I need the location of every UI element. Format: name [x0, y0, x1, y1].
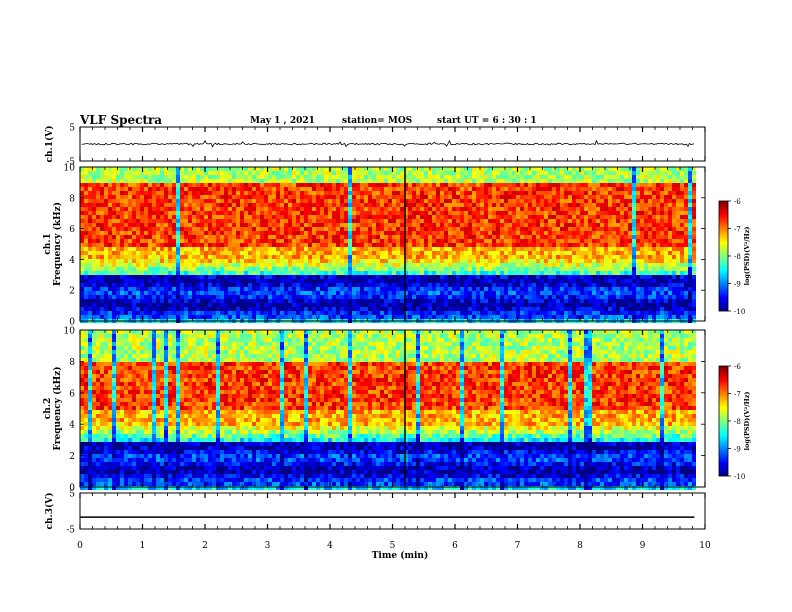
colorbar-label: log(PSD)(V²/Hz)	[743, 392, 751, 451]
colorbar-tick-label: -9	[734, 446, 741, 454]
colorbar-tick-label: -9	[734, 281, 741, 289]
xtick-label: 1	[140, 541, 146, 551]
station-label: station= MOS	[342, 116, 413, 126]
ytick-label: 8	[69, 358, 75, 368]
figure-title: VLF Spectra	[80, 113, 163, 127]
colorbar-tick-label: -8	[734, 418, 741, 426]
xtick-label: 0	[77, 541, 83, 551]
ytick-label: 4	[69, 421, 75, 431]
ch2-spectrogram-ylabel: ch.2	[43, 398, 53, 419]
colorbar-ch2: -6 -7 -8 -9 -10 log(PSD)(V²/Hz)	[718, 363, 751, 481]
ytick-label: 0	[69, 484, 75, 494]
xtick-label: 3	[265, 541, 271, 551]
date-label: May 1 , 2021	[250, 116, 315, 126]
ch1-waveform-ylabel: ch.1(V)	[44, 126, 55, 163]
xtick-label: 5	[390, 541, 396, 551]
ch1-spectrogram-ylabel-2: Frequency (kHz)	[52, 202, 63, 286]
xtick-label: 7	[515, 541, 521, 551]
ytick-label: 10	[64, 164, 76, 174]
colorbar-label: log(PSD)(V²/Hz)	[743, 227, 751, 286]
ytick-label: 6	[69, 389, 75, 399]
xtick-label: 6	[452, 541, 458, 551]
xtick-label: 8	[577, 541, 583, 551]
colorbar-tick-label: -10	[734, 308, 745, 316]
colorbar-tick-label: -8	[734, 253, 741, 261]
ytick-label: -5	[66, 526, 75, 536]
ytick-label: 6	[69, 225, 75, 235]
ch3-waveform-frame	[79, 492, 706, 530]
ch1-spectrogram-image	[80, 167, 696, 323]
ytick-label: 4	[69, 256, 75, 266]
ytick-label: 8	[69, 194, 75, 204]
ch2-spectrogram-ylabel-2: Frequency (kHz)	[52, 366, 63, 450]
xtick-label: 9	[640, 541, 646, 551]
colorbar-tick-label: -6	[734, 363, 741, 371]
ytick-label: 2	[69, 452, 75, 462]
ch2-spectrogram-image	[80, 330, 696, 490]
xtick-label: 2	[202, 541, 208, 551]
xtick-label: 4	[327, 541, 333, 551]
ytick-label: 5	[69, 490, 75, 500]
ytick-label: -5	[66, 158, 75, 168]
colorbar-tick-label: -10	[734, 473, 745, 481]
colorbar-tick-label: -7	[734, 226, 741, 234]
colorbar-ch1: -6 -7 -8 -9 -10 log(PSD)(V²/Hz)	[718, 198, 751, 316]
ch3-waveform-ylabel: ch.3(V)	[44, 493, 55, 530]
start-time-label: start UT = 6 : 30 : 1	[437, 116, 537, 126]
ch1-spectrogram-ylabel: ch.1	[43, 233, 53, 254]
colorbar-tick-label: -7	[734, 391, 741, 399]
xaxis-label: Time (min)	[372, 550, 429, 561]
ytick-label: 5	[69, 124, 75, 134]
ch1-waveform-trace	[81, 139, 695, 148]
ytick-label: 0	[69, 318, 75, 328]
ytick-label: 10	[64, 327, 76, 337]
colorbar-tick-label: -6	[734, 198, 741, 206]
xtick-label: 10	[699, 541, 711, 551]
ytick-label: 2	[69, 287, 75, 297]
